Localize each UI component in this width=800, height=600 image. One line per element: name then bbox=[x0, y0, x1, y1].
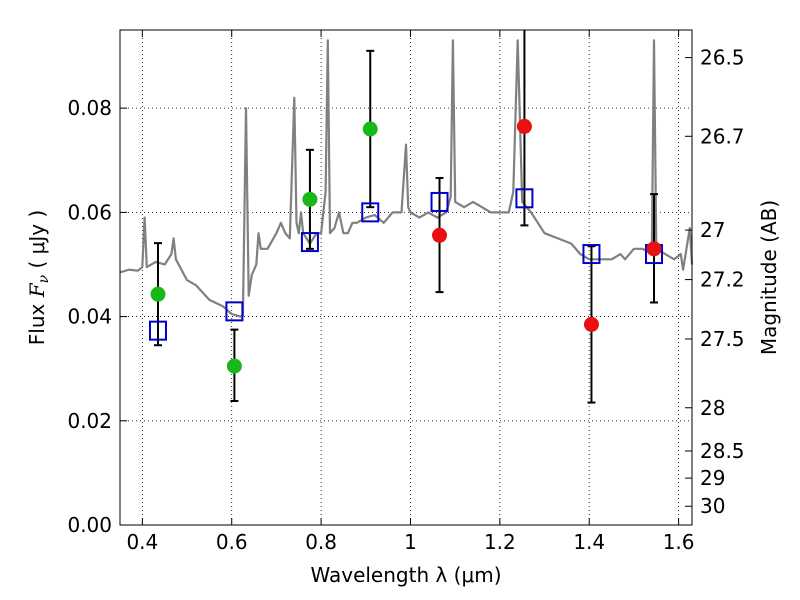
right-tick-label: 28 bbox=[700, 396, 725, 420]
grid-layer bbox=[120, 30, 692, 526]
observed-point-green bbox=[362, 121, 378, 137]
observed-point-green bbox=[302, 191, 318, 207]
plot-frame bbox=[119, 29, 693, 526]
marker-layer bbox=[148, 118, 664, 374]
x-tick-label: 0.8 bbox=[305, 530, 337, 554]
y-axis-label-symbol: F bbox=[25, 282, 49, 298]
x-tick-label: 1.6 bbox=[663, 530, 695, 554]
observed-point-red bbox=[583, 316, 599, 332]
y-axis-label: Flux Fν ( μJy ) bbox=[25, 210, 52, 345]
right-tick-label: 30 bbox=[700, 494, 725, 518]
y-tick-label: 0.08 bbox=[67, 96, 112, 120]
x-tick-label: 1 bbox=[404, 530, 417, 554]
sed-model-line bbox=[119, 39, 694, 318]
right-tick-label: 26.7 bbox=[700, 124, 745, 148]
model-square-marker bbox=[225, 301, 244, 322]
observed-point-green bbox=[150, 286, 166, 302]
right-tick-label: 28.5 bbox=[700, 439, 745, 463]
model-square-marker bbox=[361, 202, 380, 223]
observed-point-red bbox=[646, 241, 662, 257]
right-tick-label: 26.5 bbox=[700, 46, 745, 70]
y-tick-label: 0.06 bbox=[67, 200, 112, 224]
y-tick-label: 0.00 bbox=[67, 513, 112, 537]
model-square-marker bbox=[582, 244, 601, 265]
observed-point-green bbox=[226, 358, 242, 374]
x-tick-label: 0.6 bbox=[216, 530, 248, 554]
spectrum-layer bbox=[119, 39, 694, 318]
right-tick-label: 29 bbox=[700, 466, 725, 490]
x-tick-label: 1.4 bbox=[573, 530, 605, 554]
observed-point-red bbox=[432, 227, 448, 243]
x-tick-label: 0.4 bbox=[126, 530, 158, 554]
y-axis-label-prefix: Flux bbox=[25, 297, 49, 345]
right-tick-label: 27 bbox=[700, 218, 725, 242]
model-square-marker bbox=[515, 188, 534, 209]
errorbar-layer bbox=[153, 30, 659, 404]
x-tick-label: 1.2 bbox=[484, 530, 516, 554]
model-square-marker bbox=[430, 191, 449, 212]
model-square-marker bbox=[148, 320, 167, 341]
tick-layer: 0.4 0.6 0.8 1 1.2 1.4 1.6 0.00 0.02 0.04 0.06 0.08 2… bbox=[67, 30, 745, 554]
y-tick-label: 0.04 bbox=[67, 305, 112, 329]
y-axis-label-units: ( μJy ) bbox=[25, 210, 49, 275]
model-square-marker bbox=[300, 232, 319, 253]
y-axis-label-right: Magnitude (AB) bbox=[757, 200, 781, 355]
y-axis-label-subscript: ν bbox=[36, 274, 52, 283]
y-tick-label: 0.02 bbox=[67, 409, 112, 433]
observed-point-red bbox=[516, 118, 532, 134]
x-axis-label: Wavelength λ (μm) bbox=[310, 563, 501, 587]
right-tick-label: 27.2 bbox=[700, 268, 745, 292]
right-tick-label: 27.5 bbox=[700, 327, 745, 351]
